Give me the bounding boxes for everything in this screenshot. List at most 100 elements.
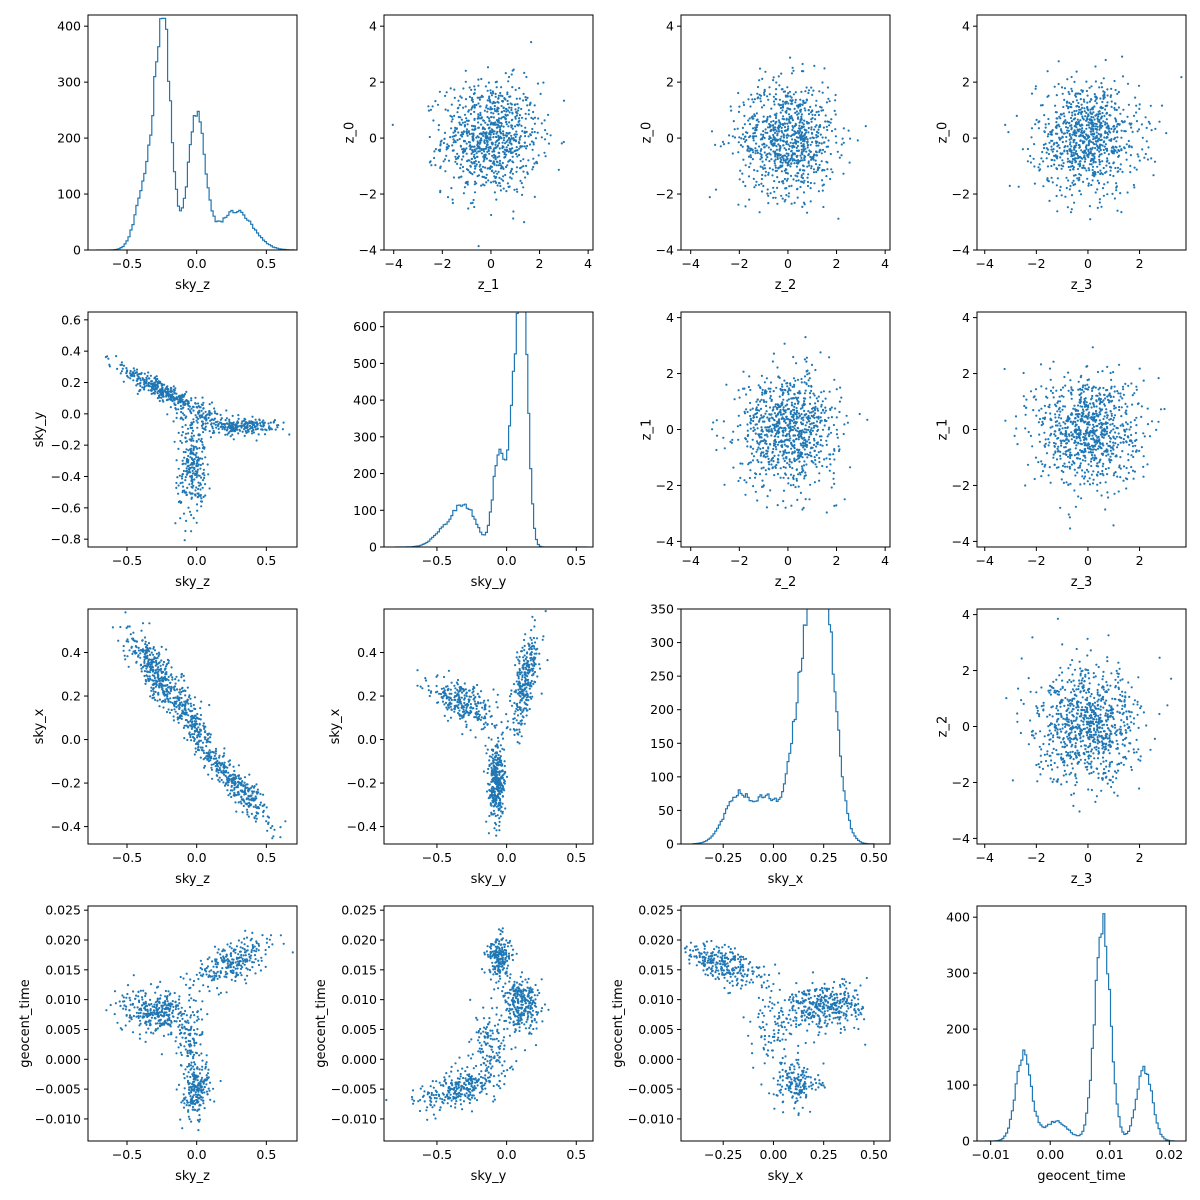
- scatter-point: [1056, 177, 1059, 180]
- scatter-point: [774, 153, 777, 156]
- scatter-point: [524, 135, 527, 138]
- scatter-point: [801, 444, 805, 447]
- scatter-point: [1073, 80, 1076, 83]
- scatter-point: [814, 402, 817, 405]
- scatter-point: [494, 143, 497, 146]
- scatter-point: [1135, 388, 1138, 391]
- scatter-point: [801, 456, 804, 459]
- scatter-point: [1090, 130, 1093, 133]
- scatter-point: [1087, 113, 1090, 116]
- scatter-point: [472, 145, 475, 148]
- scatter-point: [1085, 124, 1088, 127]
- scatter-point: [760, 177, 764, 181]
- scatter-point: [1079, 174, 1082, 177]
- scatter-point: [769, 390, 772, 393]
- scatter-point: [510, 108, 513, 112]
- scatter-point: [785, 194, 788, 197]
- scatter-point: [1105, 164, 1108, 167]
- scatter-point: [766, 95, 769, 98]
- scatter-point: [442, 141, 445, 145]
- scatter-point: [488, 99, 491, 102]
- scatter-point: [476, 147, 479, 150]
- scatter-point: [1115, 131, 1119, 134]
- scatter-point: [196, 509, 199, 512]
- scatter-point: [462, 106, 465, 109]
- scatter-point: [1133, 166, 1136, 169]
- scatter-point: [807, 379, 810, 382]
- scatter-point: [774, 164, 777, 167]
- scatter-point: [760, 190, 764, 193]
- scatter-point: [820, 152, 823, 155]
- y-tick-label: 0.2: [61, 375, 81, 390]
- scatter-point: [818, 150, 821, 154]
- scatter-point: [1076, 167, 1080, 171]
- scatter-point: [797, 473, 800, 476]
- scatter-point: [497, 170, 500, 173]
- scatter-point: [772, 406, 775, 409]
- scatter-point: [521, 193, 524, 196]
- scatter-point: [494, 81, 497, 84]
- scatter-point: [210, 423, 213, 426]
- scatter-point: [747, 98, 750, 101]
- scatter-point: [781, 106, 785, 109]
- scatter-point: [792, 178, 795, 181]
- scatter-point: [776, 156, 779, 159]
- scatter-point: [195, 440, 198, 443]
- scatter-point: [1105, 112, 1108, 115]
- scatter-point: [754, 147, 757, 150]
- scatter-point: [210, 401, 214, 404]
- scatter-point: [200, 414, 204, 417]
- scatter-point: [808, 435, 811, 439]
- scatter-point: [1085, 111, 1088, 114]
- scatter-point: [830, 118, 833, 121]
- scatter-point: [792, 439, 795, 442]
- scatter-point: [520, 116, 524, 119]
- x-tick-label: −0.5: [422, 553, 452, 568]
- scatter-point: [818, 141, 821, 145]
- scatter-point: [820, 160, 823, 163]
- scatter-point: [802, 134, 805, 138]
- scatter-point: [496, 144, 500, 147]
- scatter-point: [722, 143, 726, 146]
- scatter-point: [1075, 142, 1078, 145]
- scatter-point: [1074, 157, 1077, 160]
- scatter-point: [806, 144, 810, 147]
- scatter-point: [1101, 370, 1104, 373]
- scatter-point: [190, 530, 193, 533]
- scatter-point: [787, 451, 791, 454]
- scatter-point: [197, 457, 201, 460]
- scatter-point: [1083, 160, 1086, 163]
- scatter-point: [775, 386, 778, 389]
- scatter-point: [782, 489, 786, 492]
- scatter-point: [803, 179, 806, 182]
- scatter-point: [1055, 121, 1058, 124]
- scatter-point: [795, 179, 798, 182]
- scatter-point: [785, 155, 788, 158]
- scatter-point: [1094, 147, 1097, 150]
- scatter-point: [1049, 133, 1052, 136]
- scatter-point: [434, 164, 437, 167]
- scatter-point: [800, 144, 803, 148]
- scatter-point: [1055, 111, 1058, 114]
- scatter-point: [779, 106, 783, 110]
- scatter-point: [766, 115, 769, 119]
- scatter-point: [171, 393, 174, 396]
- scatter-point: [784, 473, 788, 476]
- scatter-point: [480, 184, 483, 187]
- scatter-point: [804, 397, 807, 400]
- scatter-point: [512, 137, 515, 140]
- scatter-point: [794, 98, 797, 101]
- scatter-point: [1104, 108, 1107, 111]
- scatter-point: [529, 134, 533, 137]
- scatter-point: [478, 165, 481, 168]
- scatter-point: [1069, 211, 1073, 214]
- scatter-point: [790, 115, 793, 118]
- scatter-point: [464, 69, 467, 72]
- scatter-point: [1071, 160, 1074, 163]
- scatter-point: [149, 389, 152, 392]
- scatter-point: [208, 487, 211, 490]
- scatter-point: [1077, 388, 1080, 391]
- scatter-point: [499, 94, 502, 97]
- scatter-point: [766, 192, 769, 195]
- scatter-point: [167, 398, 170, 401]
